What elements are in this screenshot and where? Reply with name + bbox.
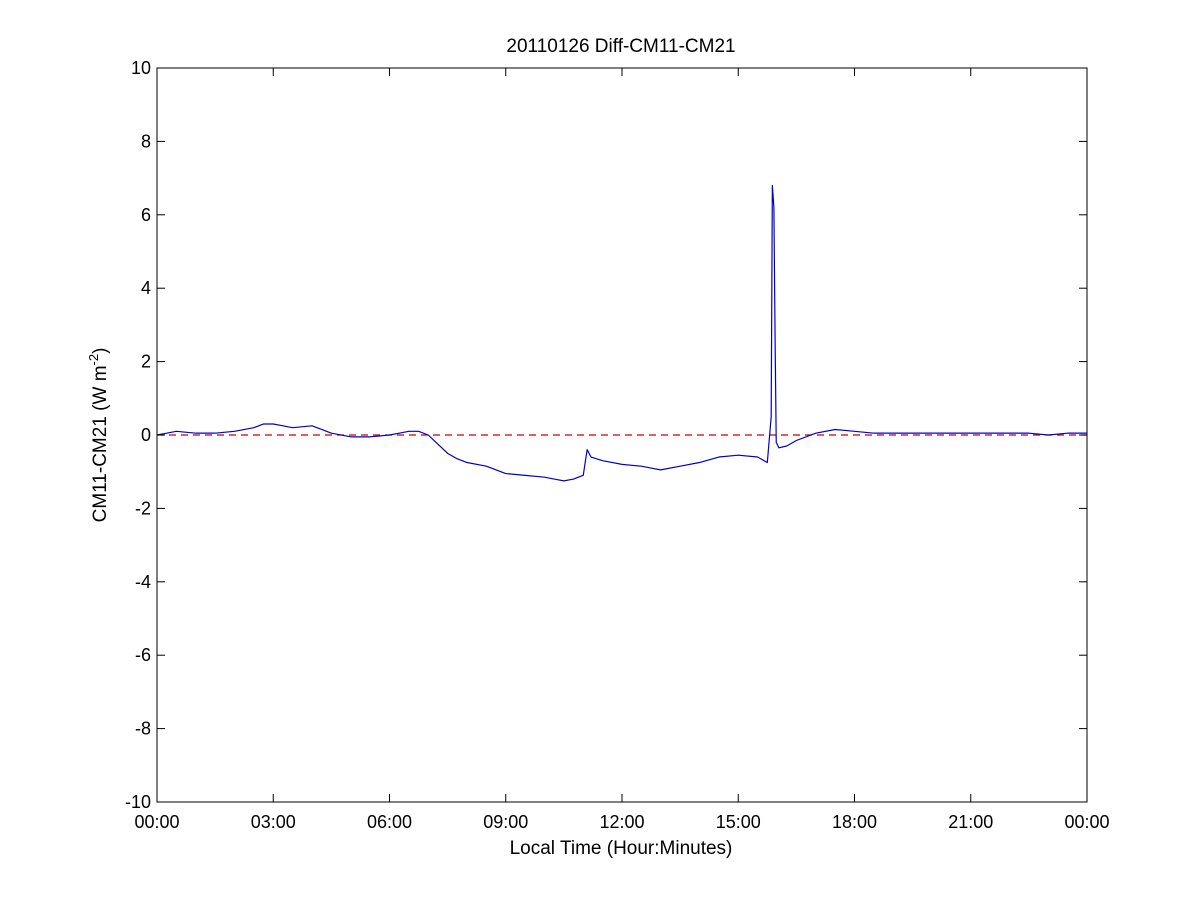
y-tick-label-3: -4 (135, 572, 151, 592)
y-tick-label-4: -2 (135, 498, 151, 518)
x-axis-label: Local Time (Hour:Minutes) (510, 838, 733, 859)
y-tick-label-1: -8 (135, 719, 151, 739)
x-tick-labels: 00:00 03:00 06:00 09:00 12:00 15:00 18:00 21:00… (134, 812, 1109, 832)
y-tick-label-7: 4 (141, 278, 151, 298)
plot-frame (156, 67, 1088, 803)
x-tick-label-5: 15:00 (716, 812, 761, 832)
y-axis-label-main: CM11-CM21 (W m (90, 365, 111, 522)
x-tick-label-0: 00:00 (134, 812, 179, 832)
x-tick-label-6: 18:00 (832, 812, 877, 832)
plot-area (156, 184, 1087, 482)
y-tick-label-10: 10 (131, 58, 151, 78)
y-tick-label-8: 6 (141, 205, 151, 225)
y-tick-label-0: -10 (125, 792, 151, 812)
x-tick-label-8: 00:00 (1064, 812, 1109, 832)
y-tick-label-6: 2 (141, 352, 151, 372)
y-axis-label-superscript: -2 (86, 354, 101, 366)
x-tick-label-1: 03:00 (251, 812, 296, 832)
axis-ticks (156, 67, 1088, 803)
y-tick-label-5: 0 (141, 425, 151, 445)
series-line-0 (156, 184, 1087, 482)
x-tick-label-4: 12:00 (599, 812, 644, 832)
y-tick-labels: -10 -8 -6 -4 -2 0 2 4 6 8 10 (125, 58, 151, 812)
y-axis-label-close: ) (90, 348, 111, 354)
y-tick-label-9: 8 (141, 131, 151, 151)
x-tick-label-2: 06:00 (367, 812, 412, 832)
y-tick-label-2: -6 (135, 645, 151, 665)
y-axis-label: CM11-CM21 (W m-2) (86, 348, 111, 523)
chart-title: 20110126 Diff-CM11-CM21 (506, 36, 735, 57)
x-tick-label-7: 21:00 (948, 812, 993, 832)
x-tick-label-3: 09:00 (483, 812, 528, 832)
